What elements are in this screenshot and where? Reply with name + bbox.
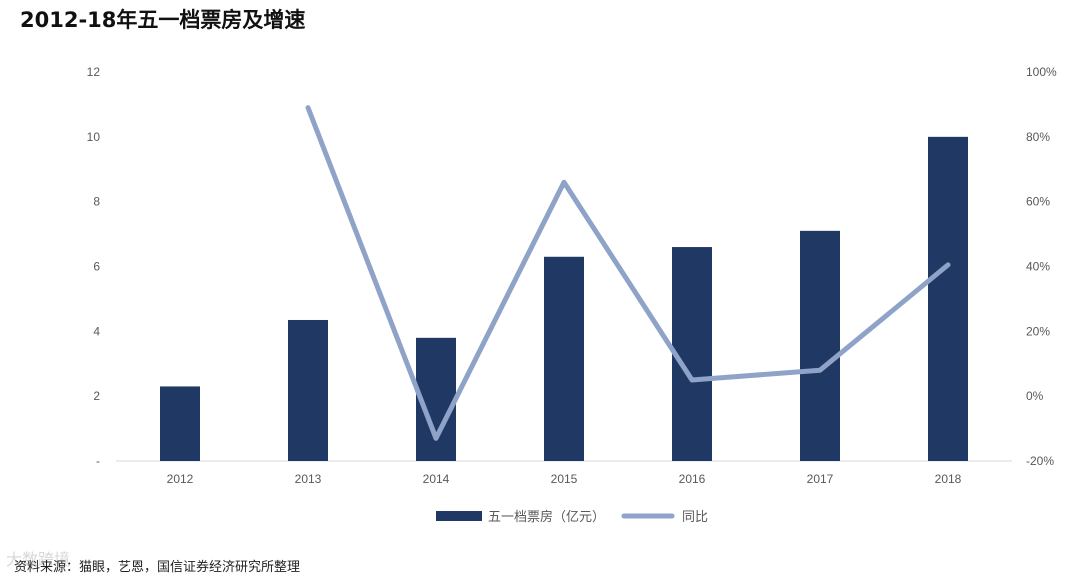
x-tick-label: 2016 [679,472,706,486]
y-left-tick-label: - [96,454,100,468]
legend-line-label: 同比 [682,510,708,525]
y-left-tick-label: 12 [87,65,101,79]
bar [928,136,968,462]
y-right-tick-label: 40% [1026,260,1050,274]
y-right-tick-label: 80% [1026,130,1050,144]
y-right-tick-label: 0% [1026,389,1044,403]
x-tick-label: 2018 [935,472,962,486]
y-left-tick-label: 4 [93,324,100,338]
y-right-tick-label: 100% [1026,65,1057,79]
watermark: 大数跨境 [6,550,71,569]
x-tick-label: 2015 [551,472,578,486]
bar [800,230,840,461]
y-left-tick-label: 2 [93,389,100,403]
legend-bar-swatch [436,511,482,521]
x-tick-label: 2017 [807,472,834,486]
source-note: 资料来源：猫眼，艺恩，国信证券经济研究所整理 [14,560,301,575]
line-series [305,105,951,441]
y-left-tick-label: 6 [93,260,100,274]
x-tick-label: 2012 [167,472,194,486]
x-tick-label: 2013 [295,472,322,486]
legend-bar-label: 五一档票房（亿元） [488,509,605,525]
bar [544,256,584,461]
x-tick-label: 2014 [423,472,450,486]
y-right-tick-label: -20% [1026,454,1054,468]
bar [672,247,712,461]
y-left-tick-label: 10 [87,130,101,144]
bar [288,319,328,461]
y-right-tick-label: 20% [1026,324,1050,338]
y-left-tick-label: 8 [93,195,100,209]
y-right-tick-label: 60% [1026,195,1050,209]
chart-title: 2012-18年五一档票房及增速 [20,8,306,32]
bar [160,386,200,461]
